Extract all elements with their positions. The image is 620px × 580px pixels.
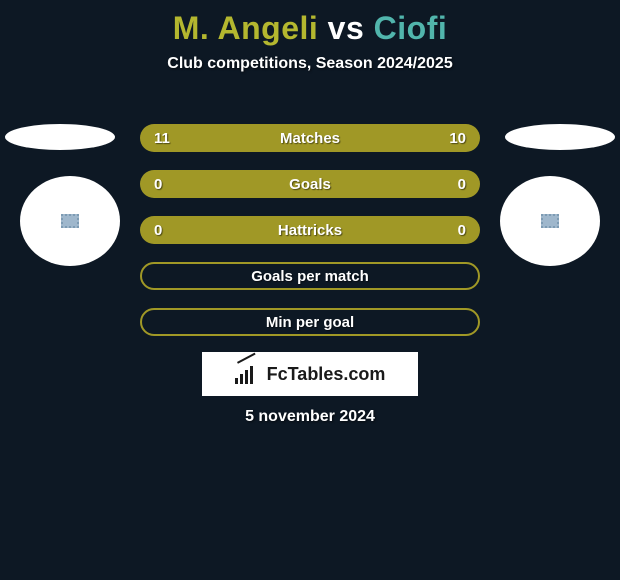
player2-name: Ciofi [374, 10, 448, 46]
stat-value-right: 0 [446, 176, 466, 193]
stat-value-left: 0 [154, 176, 174, 193]
stat-label: Hattricks [174, 222, 446, 239]
placeholder-icon [541, 214, 559, 228]
player1-name: M. Angeli [173, 10, 319, 46]
stat-value-left: 11 [154, 130, 174, 147]
stats-rows: 11 Matches 10 0 Goals 0 0 Hattricks 0 Go… [140, 124, 480, 354]
decor-ellipse-left [5, 124, 115, 150]
stat-value-right: 0 [446, 222, 466, 239]
stat-label: Goals per match [251, 268, 369, 285]
placeholder-icon [61, 214, 79, 228]
stat-row-matches: 11 Matches 10 [140, 124, 480, 152]
stat-row-min-per-goal: Min per goal [140, 308, 480, 336]
stat-label: Matches [174, 130, 446, 147]
subtitle: Club competitions, Season 2024/2025 [0, 55, 620, 73]
vs-text: vs [328, 10, 365, 46]
logo-text: FcTables.com [267, 364, 386, 385]
stat-row-goals: 0 Goals 0 [140, 170, 480, 198]
stat-label: Goals [174, 176, 446, 193]
player2-badge-circle [500, 176, 600, 266]
player1-badge-circle [20, 176, 120, 266]
decor-ellipse-right [505, 124, 615, 150]
bar-chart-icon [235, 364, 261, 384]
stat-row-hattricks: 0 Hattricks 0 [140, 216, 480, 244]
date-text: 5 november 2024 [0, 408, 620, 426]
stat-row-goals-per-match: Goals per match [140, 262, 480, 290]
comparison-title: M. Angeli vs Ciofi [0, 0, 620, 47]
fctables-logo: FcTables.com [202, 352, 418, 396]
stat-value-left: 0 [154, 222, 174, 239]
stat-label: Min per goal [266, 314, 354, 331]
stat-value-right: 10 [446, 130, 466, 147]
